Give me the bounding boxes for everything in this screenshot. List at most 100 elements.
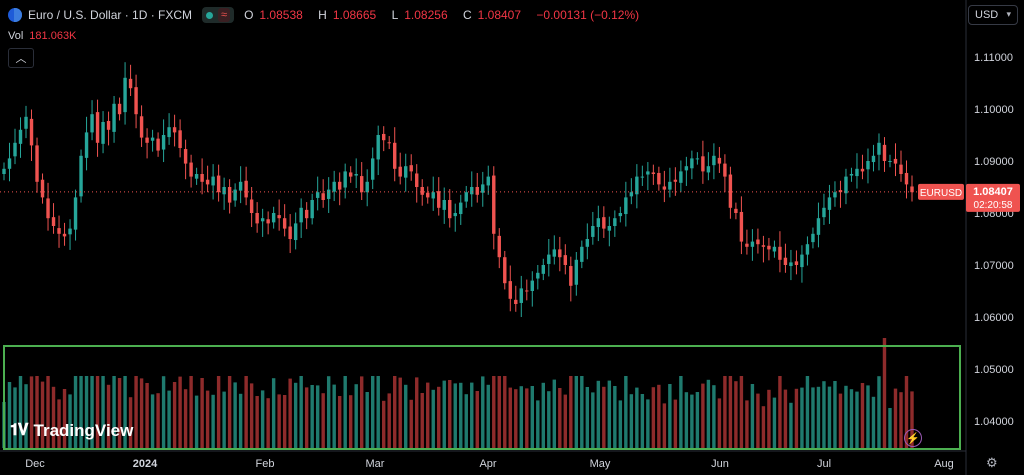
- y-tick-label: 1.06000: [974, 312, 1014, 324]
- volume-bar: [833, 381, 837, 448]
- volume-bar: [745, 400, 749, 448]
- candle: [585, 239, 590, 247]
- volume-bar: [624, 376, 628, 448]
- volume-bar: [668, 384, 672, 448]
- candle: [183, 149, 188, 164]
- volume-bar: [701, 383, 705, 448]
- gear-icon[interactable]: ⚙: [986, 455, 998, 470]
- volume-bar: [90, 376, 94, 448]
- volume-bar: [35, 376, 39, 448]
- candle: [382, 133, 386, 141]
- x-tick-label: Apr: [479, 458, 496, 470]
- market-status-pill[interactable]: ≈: [202, 7, 235, 23]
- volume-bar: [646, 399, 650, 448]
- volume-bar: [580, 376, 584, 448]
- volume-bar: [756, 393, 760, 448]
- volume-bar: [662, 403, 667, 448]
- volume-bar: [904, 376, 909, 448]
- currency-selector[interactable]: USD ▾: [968, 5, 1018, 25]
- volume-bar: [789, 402, 793, 448]
- volume-bar: [536, 400, 540, 448]
- flash-icon[interactable]: ⚡: [904, 429, 922, 447]
- volume-bar: [106, 384, 111, 448]
- volume-bar: [359, 376, 364, 448]
- volume-bar: [57, 399, 61, 448]
- candle: [172, 127, 177, 133]
- volume-bar: [172, 382, 177, 448]
- volume-bar: [46, 376, 50, 448]
- volume-bar: [783, 389, 788, 448]
- candle: [178, 130, 182, 148]
- candle: [255, 213, 259, 224]
- candle: [596, 218, 601, 228]
- candle: [827, 197, 832, 210]
- volume-bar: [822, 381, 826, 448]
- x-tick-label: 2024: [133, 458, 158, 470]
- volume-bar: [431, 389, 435, 448]
- candle: [816, 218, 821, 235]
- symbol-title[interactable]: Euro / U.S. Dollar · 1D · FXCM: [28, 8, 193, 22]
- volume-bar: [635, 387, 639, 448]
- volume-bar: [415, 377, 419, 448]
- candle: [431, 192, 435, 199]
- candle: [486, 176, 490, 186]
- volume-bar: [563, 394, 568, 448]
- candle: [415, 173, 419, 187]
- candle: [481, 184, 485, 193]
- candle: [139, 116, 144, 138]
- volume-bar: [695, 392, 700, 448]
- volume-bar: [222, 391, 226, 448]
- brand-name: TradingView: [33, 421, 134, 440]
- chart-header: Euro / U.S. Dollar · 1D · FXCM ≈ O 1.0853…: [8, 6, 651, 24]
- candle: [536, 272, 540, 279]
- volume-bar: [497, 376, 501, 448]
- volume-bar: [40, 381, 45, 448]
- volume-bar: [723, 376, 727, 448]
- volume-bar: [139, 378, 144, 448]
- volume-bar: [728, 376, 733, 448]
- y-tick-label: 1.10000: [974, 104, 1014, 116]
- candle: [332, 181, 336, 192]
- candle: [200, 174, 204, 182]
- volume-bar: [585, 387, 590, 448]
- volume-bar: [805, 376, 810, 448]
- y-tick-label: 1.04000: [974, 416, 1014, 428]
- volume-bar: [183, 389, 188, 448]
- volume-bar: [712, 385, 716, 448]
- high-value: 1.08665: [332, 8, 377, 22]
- volume-bar: [893, 388, 898, 448]
- volume-bar: [167, 390, 171, 448]
- volume-bar: [79, 376, 83, 448]
- volume-bar: [508, 387, 512, 448]
- candle: [420, 187, 424, 195]
- volume-bar: [547, 391, 551, 448]
- volume-bar: [651, 387, 656, 448]
- candle: [580, 246, 584, 262]
- candle: [591, 226, 595, 237]
- candle: [117, 103, 122, 115]
- candle: [475, 187, 479, 195]
- volume-bar: [348, 395, 353, 448]
- collapse-legend-button[interactable]: ︿: [8, 48, 34, 68]
- candle: [613, 218, 617, 226]
- candle: [695, 158, 700, 160]
- candle: [310, 200, 314, 219]
- close-label: C: [462, 8, 472, 22]
- candle: [271, 213, 276, 223]
- volume-bar: [558, 388, 562, 448]
- volume-bar: [816, 386, 821, 448]
- volume-bar: [750, 384, 755, 448]
- tradingview-logo: 𝟏𝐕 TradingView: [10, 421, 133, 441]
- volume-bar: [569, 376, 573, 448]
- candle: [899, 164, 903, 174]
- candle: [376, 135, 380, 160]
- volume-bar: [475, 391, 479, 448]
- candle: [337, 181, 342, 190]
- candle: [789, 262, 793, 267]
- volume-bar: [194, 395, 199, 448]
- candle: [701, 156, 705, 172]
- volume-bar: [492, 376, 496, 448]
- y-tick-label: 1.05000: [974, 364, 1014, 376]
- candle: [128, 78, 133, 89]
